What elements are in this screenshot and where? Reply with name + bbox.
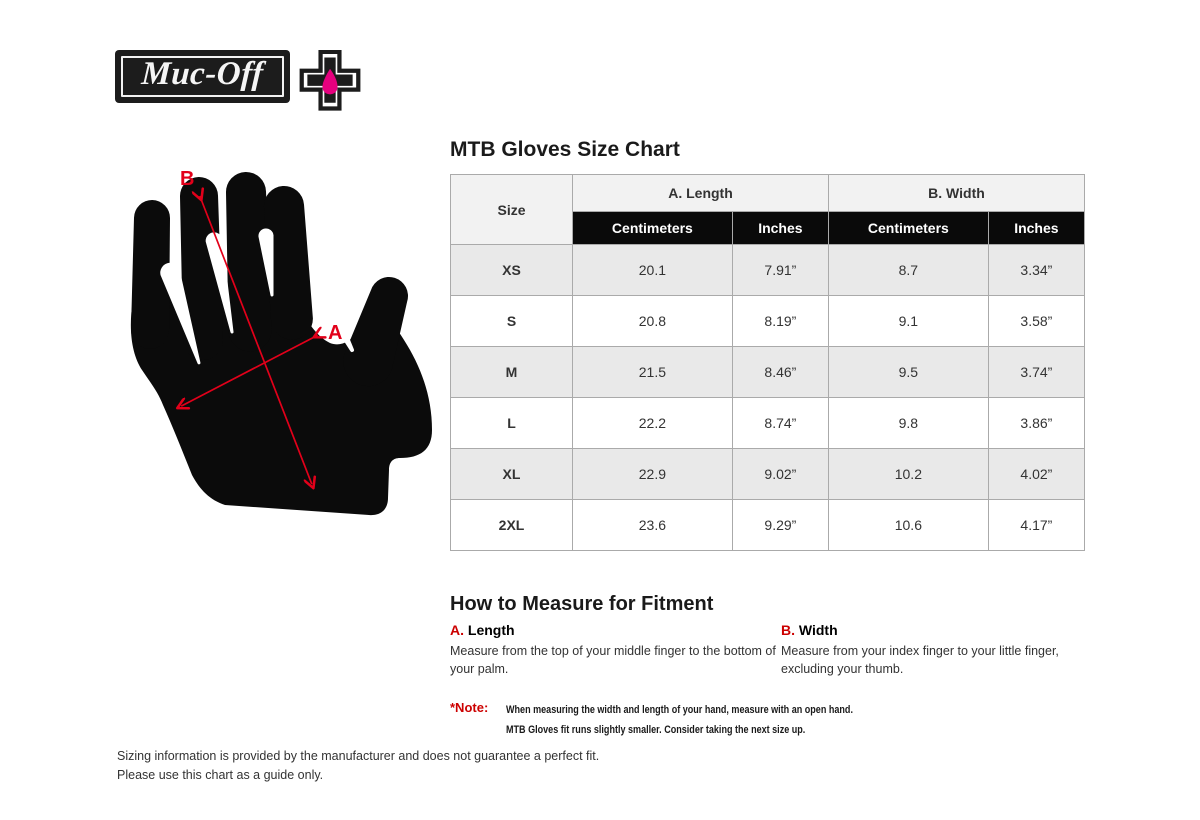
svg-text:B: B: [180, 168, 194, 190]
svg-text:A: A: [328, 322, 342, 344]
